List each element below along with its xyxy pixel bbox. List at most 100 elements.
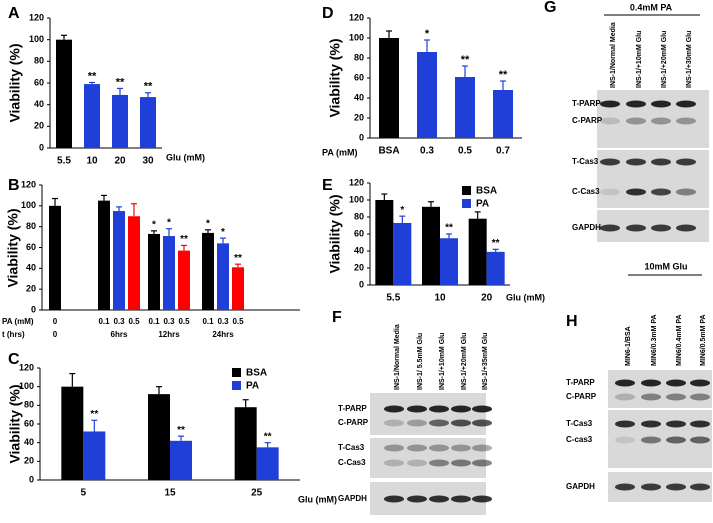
significance: **: [492, 238, 500, 249]
band: [429, 444, 449, 452]
y-tick-label: 60: [354, 72, 364, 82]
band: [472, 459, 492, 467]
significance: **: [116, 76, 125, 88]
row-label: GAPDH: [566, 482, 595, 491]
panel-letter: H: [566, 313, 578, 330]
band: [615, 483, 635, 491]
row-label: GAPDH: [338, 494, 367, 503]
band: [641, 483, 661, 491]
row-label: GAPDH: [572, 223, 601, 232]
y-tick-label: 100: [29, 34, 44, 44]
row-label: T-Cas3: [572, 157, 599, 166]
band: [690, 483, 710, 491]
time-label: 12hrs: [158, 330, 180, 339]
blot-header: 0.4mM PA: [630, 2, 673, 12]
x-tick-label: 5: [81, 488, 87, 499]
band: [600, 117, 620, 125]
x-tick-label: 0.7: [496, 146, 510, 157]
y-tick-label: 20: [34, 121, 44, 131]
x-tick-label: 0.3: [217, 317, 229, 326]
y-tick-label: 120: [21, 179, 36, 189]
panel-letter: C: [8, 351, 20, 368]
band: [626, 224, 646, 232]
lane-label: INS-1/ 5.5mM Glu: [417, 333, 424, 390]
y-tick-label: 120: [349, 177, 364, 187]
lane-label: INS-1/Normal Media: [394, 324, 401, 390]
x-tick-label: 0.5: [128, 317, 140, 326]
x-axis-label: Glu (mM): [166, 152, 205, 162]
band: [626, 117, 646, 125]
bar: [234, 407, 257, 480]
band: [626, 188, 646, 196]
x-tick-label: 0.3: [420, 146, 434, 157]
lane-label: MIN6/0.3mM PA: [651, 314, 658, 366]
band: [384, 459, 404, 467]
bar: [393, 222, 412, 285]
significance: **: [177, 425, 185, 436]
significance: **: [88, 70, 97, 82]
legend-swatch: [232, 368, 241, 377]
y-tick-label: 0: [29, 474, 34, 484]
y-tick-label: 100: [21, 200, 36, 210]
x-tick-label: 20: [114, 156, 126, 167]
x-tick-label: 0.5: [178, 317, 190, 326]
significance: **: [264, 431, 272, 442]
bar: [375, 200, 394, 285]
band: [666, 436, 686, 444]
x-axis-label: Glu (mM): [298, 494, 337, 504]
y-axis-label: Viability (%): [7, 384, 23, 463]
legend-label: BSA: [246, 368, 267, 379]
band: [384, 405, 404, 413]
y-axis-label: Viability (%): [327, 38, 343, 117]
legend-swatch: [232, 381, 241, 390]
y-tick-label: 40: [26, 263, 36, 273]
y-tick-label: 80: [34, 56, 44, 66]
time-label: 24hrs: [212, 330, 234, 339]
band: [641, 436, 661, 444]
x-tick-label: BSA: [378, 146, 399, 157]
band: [384, 419, 404, 427]
band: [676, 100, 696, 108]
bar: [455, 77, 475, 138]
band: [451, 444, 471, 452]
lane-label: INS-1/+10mM Glu: [439, 333, 446, 390]
y-tick-label: 120: [349, 12, 364, 22]
y-tick-label: 120: [19, 362, 34, 372]
lane-label: MIN6/0.4mM PA: [676, 314, 683, 366]
bar: [113, 211, 125, 310]
significance: *: [167, 217, 171, 228]
row-label: T-PARP: [566, 378, 595, 387]
band: [615, 420, 635, 428]
y-tick-label: 100: [349, 32, 364, 42]
band: [472, 444, 492, 452]
bar: [148, 394, 170, 480]
band: [676, 224, 696, 232]
x-tick-label: 25: [251, 488, 263, 499]
significance: *: [221, 227, 225, 238]
y-tick-label: 0: [39, 142, 44, 152]
band: [690, 393, 710, 401]
band: [384, 495, 404, 503]
band: [676, 117, 696, 125]
significance: *: [206, 218, 210, 229]
y-tick-label: 60: [26, 242, 36, 252]
panel-letter: B: [8, 177, 20, 194]
band: [407, 405, 427, 413]
band: [451, 459, 471, 467]
bar: [178, 250, 190, 310]
band: [615, 436, 635, 444]
band: [429, 405, 449, 413]
bar: [170, 440, 192, 480]
x-tick-label: 0: [53, 317, 58, 326]
row-label: C-Cas3: [572, 187, 600, 196]
bar: [128, 216, 140, 310]
band: [600, 158, 620, 166]
time-label: 0: [53, 330, 58, 339]
lane-label: INS-1/+20mM Glu: [461, 333, 468, 390]
row-label: C-PARP: [338, 418, 369, 427]
bar: [98, 200, 110, 310]
x-tick-label: 10: [86, 156, 98, 167]
lane-label: MIN6-1/BSA: [625, 326, 632, 366]
y-tick-label: 40: [354, 245, 364, 255]
